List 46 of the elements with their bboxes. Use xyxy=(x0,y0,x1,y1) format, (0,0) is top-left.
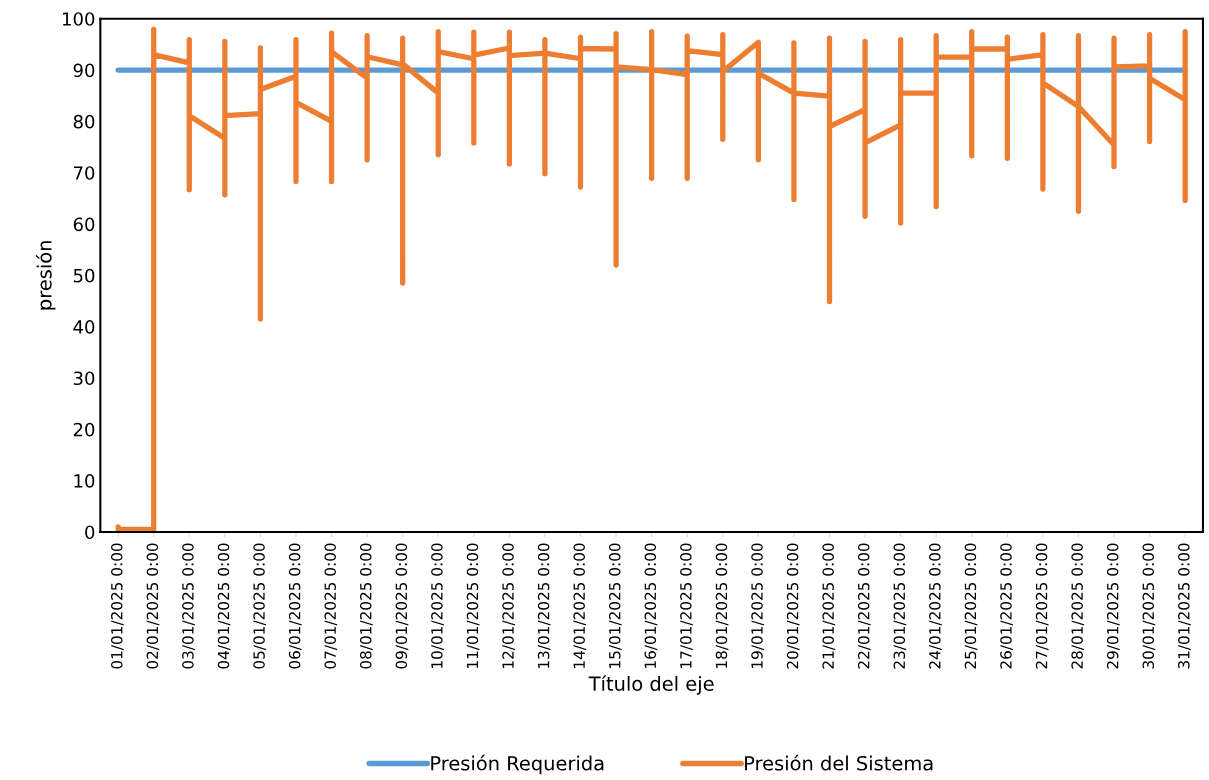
x-tick-label: 19/01/2025 0:00 xyxy=(751,543,764,668)
x-tick-label: 11/01/2025 0:00 xyxy=(466,543,480,668)
y-tick-label: 100 xyxy=(63,12,95,26)
x-axis-title: Título del eje xyxy=(588,675,714,695)
x-tick-label: 22/01/2025 0:00 xyxy=(857,543,871,669)
x-tick-label: 27/01/2025 0:00 xyxy=(1035,543,1049,669)
x-tick-label: 25/01/2025 0:00 xyxy=(964,543,978,669)
y-tick-label: 80 xyxy=(73,114,95,129)
x-tick-label: 13/01/2025 0:00 xyxy=(537,543,551,668)
x-tick-label: 02/01/2025 0:00 xyxy=(146,543,160,669)
x-tick-label: 04/01/2025 0:00 xyxy=(217,543,231,669)
x-tick-label: 14/01/2025 0:00 xyxy=(573,543,587,668)
x-tick-label: 09/01/2025 0:00 xyxy=(395,543,409,669)
x-tick-label: 16/01/2025 0:00 xyxy=(644,543,658,668)
y-tick-label: 20 xyxy=(73,422,95,437)
x-tick-label: 15/01/2025 0:00 xyxy=(608,543,622,668)
legend-label: Presión del Sistema xyxy=(745,754,933,771)
x-tick-label: 31/01/2025 0:00 xyxy=(1178,543,1191,669)
y-tick-label: 40 xyxy=(73,320,95,334)
x-tick-label: 10/01/2025 0:00 xyxy=(431,543,444,668)
x-tick-label: 17/01/2025 0:00 xyxy=(680,543,693,668)
x-tick-label: 28/01/2025 0:00 xyxy=(1071,543,1085,669)
x-tick-label: 26/01/2025 0:00 xyxy=(1000,543,1013,669)
y-tick-label: 50 xyxy=(73,268,95,283)
x-tick-label: 01/01/2025 0:00 xyxy=(111,543,124,669)
y-tick-label: 60 xyxy=(73,217,95,232)
x-tick-label: 30/01/2025 0:00 xyxy=(1142,543,1156,669)
y-tick-label: 30 xyxy=(73,371,95,386)
x-tick-label: 06/01/2025 0:00 xyxy=(288,543,302,669)
y-tick-label: 90 xyxy=(73,63,95,78)
legend-label: Presión Requerida xyxy=(431,754,604,775)
y-axis-title: presión xyxy=(35,241,56,310)
y-tick-label: 10 xyxy=(74,474,95,488)
x-tick-label: 05/01/2025 0:00 xyxy=(253,543,267,669)
x-tick-label: 18/01/2025 0:00 xyxy=(715,543,729,668)
x-tick-label: 20/01/2025 0:00 xyxy=(786,543,800,669)
x-tick-label: 23/01/2025 0:00 xyxy=(893,543,907,669)
y-tick-label: 70 xyxy=(73,166,95,180)
x-tick-label: 07/01/2025 0:00 xyxy=(324,543,338,669)
x-tick-label: 29/01/2025 0:00 xyxy=(1106,543,1120,669)
x-tick-label: 03/01/2025 0:00 xyxy=(182,543,195,669)
x-tick-label: 24/01/2025 0:00 xyxy=(929,543,942,669)
x-tick-label: 08/01/2025 0:00 xyxy=(359,543,373,669)
x-tick-label: 21/01/2025 0:00 xyxy=(822,543,836,669)
y-tick-label: 0 xyxy=(85,525,95,540)
x-tick-label: 12/01/2025 0:00 xyxy=(502,543,516,668)
